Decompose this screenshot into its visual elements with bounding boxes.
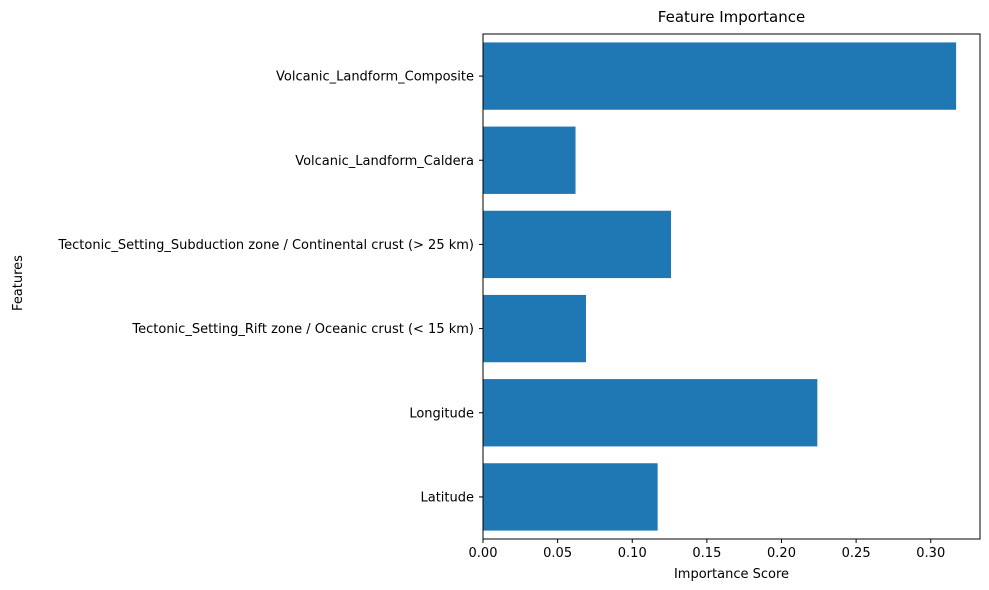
bar-5 [483,126,576,194]
chart-title: Feature Importance [658,8,805,26]
x-tick-label: 0.10 [618,546,647,561]
axes-layer [482,33,981,540]
x-tick-label: 0.25 [842,546,871,561]
x-tick-label: 0.05 [543,546,572,561]
x-tick-label: 0.30 [916,546,945,561]
ticks-layer: Latitude Longitude Tectonic_Setting_Rift z… [57,70,945,561]
bar-6 [483,42,957,110]
y-tick-label: Volcanic_Landform_Composite [276,70,474,85]
bar-1 [483,463,658,531]
plot-frame [482,33,981,540]
y-tick-label: Latitude [420,490,474,505]
x-axis-label: Importance Score [674,567,789,582]
bars-layer [483,42,957,531]
y-tick-label: Volcanic_Landform_Caldera [295,154,474,169]
y-tick-label: Tectonic_Setting_Rift zone / Oceanic cru… [131,322,474,337]
y-tick-label: Longitude [409,406,474,421]
y-tick-label: Tectonic_Setting_Subduction zone / Conti… [57,238,474,253]
bar-4 [483,210,672,279]
x-tick-label: 0.00 [469,546,498,561]
x-tick-label: 0.20 [767,546,796,561]
y-axis-label: Features [11,255,26,311]
bar-3 [483,294,586,363]
bar-2 [483,379,818,447]
x-tick-label: 0.15 [692,546,721,561]
